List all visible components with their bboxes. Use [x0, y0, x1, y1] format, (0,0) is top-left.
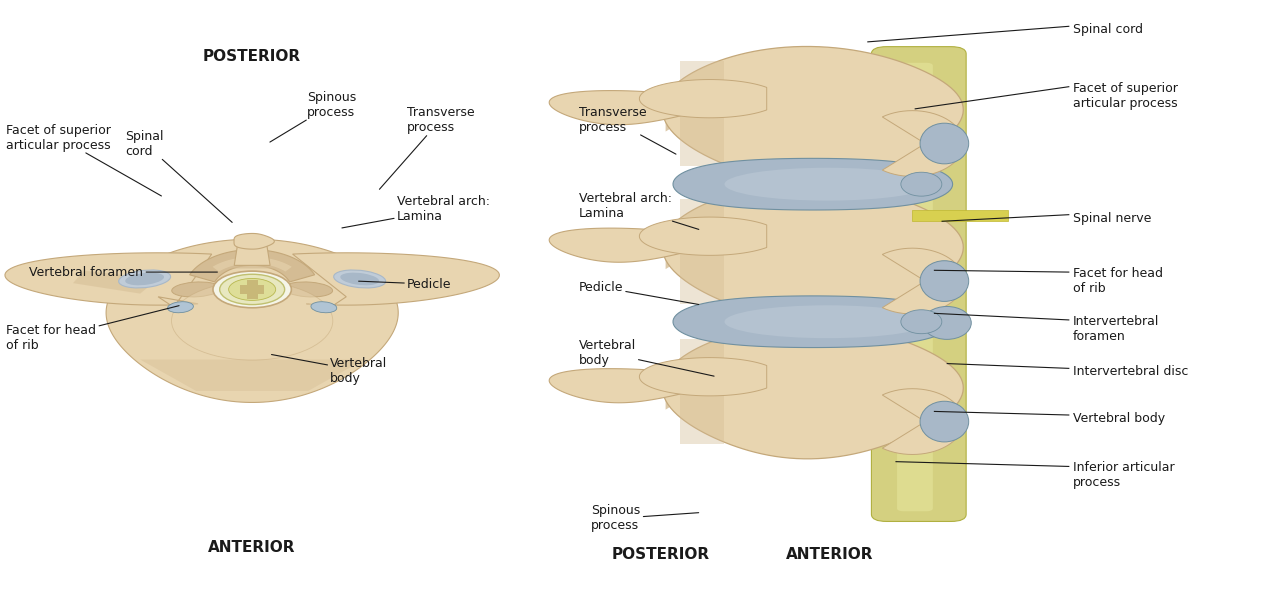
Text: Vertebral arch:
Lamina: Vertebral arch: Lamina [579, 193, 699, 230]
Polygon shape [141, 359, 364, 391]
Text: Transverse
process: Transverse process [579, 106, 676, 154]
Polygon shape [234, 245, 270, 266]
Ellipse shape [920, 261, 969, 301]
Ellipse shape [125, 273, 164, 285]
Polygon shape [234, 233, 274, 249]
Text: Intervertebral disc: Intervertebral disc [1073, 365, 1188, 379]
Polygon shape [549, 90, 709, 125]
Ellipse shape [334, 270, 385, 288]
Polygon shape [640, 80, 767, 118]
Polygon shape [5, 253, 211, 307]
Text: Vertebral arch:
Lamina: Vertebral arch: Lamina [342, 196, 490, 228]
Text: Pedicle: Pedicle [579, 280, 699, 304]
Polygon shape [662, 325, 964, 459]
Ellipse shape [340, 273, 379, 285]
Polygon shape [662, 184, 964, 318]
Text: POSTERIOR: POSTERIOR [204, 49, 301, 65]
Text: ANTERIOR: ANTERIOR [786, 547, 873, 563]
FancyBboxPatch shape [897, 63, 933, 511]
Polygon shape [673, 296, 952, 347]
Polygon shape [212, 257, 292, 271]
Text: POSTERIOR: POSTERIOR [612, 547, 709, 563]
Polygon shape [640, 358, 767, 396]
Circle shape [229, 279, 275, 300]
Text: ANTERIOR: ANTERIOR [209, 539, 296, 555]
Circle shape [212, 271, 292, 308]
Text: Facet for head
of rib: Facet for head of rib [1073, 267, 1162, 295]
Polygon shape [681, 199, 724, 304]
Polygon shape [549, 368, 709, 403]
Text: Inferior articular
process: Inferior articular process [1073, 462, 1174, 489]
Ellipse shape [119, 270, 170, 288]
Polygon shape [189, 250, 315, 282]
Text: Intervertebral
foramen: Intervertebral foramen [1073, 315, 1158, 343]
Ellipse shape [920, 401, 969, 442]
Ellipse shape [901, 310, 942, 334]
Text: Spinous
process: Spinous process [591, 505, 699, 532]
Polygon shape [293, 253, 499, 307]
FancyArrow shape [913, 210, 1009, 221]
Text: Spinal nerve: Spinal nerve [1073, 212, 1151, 225]
Text: Spinous
process: Spinous process [270, 91, 356, 142]
Polygon shape [882, 389, 964, 454]
Text: Vertebral
body: Vertebral body [271, 355, 388, 385]
Ellipse shape [923, 307, 972, 340]
Polygon shape [681, 339, 724, 444]
Text: Facet of superior
articular process: Facet of superior articular process [6, 124, 161, 196]
Polygon shape [666, 371, 681, 410]
Polygon shape [640, 217, 767, 255]
Polygon shape [673, 158, 952, 210]
Text: Vertebral body: Vertebral body [1073, 412, 1165, 425]
Ellipse shape [901, 172, 942, 196]
Polygon shape [882, 111, 964, 176]
Polygon shape [549, 228, 709, 263]
FancyBboxPatch shape [872, 47, 966, 521]
Text: Pedicle: Pedicle [358, 277, 452, 291]
Polygon shape [230, 260, 275, 269]
Circle shape [220, 274, 284, 304]
Polygon shape [666, 230, 681, 269]
Text: Spinal
cord: Spinal cord [125, 130, 232, 222]
Text: Spinal cord: Spinal cord [1073, 23, 1143, 36]
Polygon shape [882, 248, 964, 314]
Polygon shape [681, 61, 724, 166]
Ellipse shape [311, 302, 337, 313]
Polygon shape [662, 47, 964, 181]
Ellipse shape [284, 282, 333, 297]
Ellipse shape [172, 282, 220, 297]
Text: Vertebral
body: Vertebral body [579, 339, 714, 376]
Ellipse shape [920, 123, 969, 164]
Ellipse shape [724, 305, 931, 338]
Text: Vertebral foramen: Vertebral foramen [29, 266, 218, 279]
Polygon shape [106, 239, 398, 402]
Ellipse shape [724, 168, 931, 201]
Text: Transverse
process: Transverse process [379, 106, 475, 190]
Polygon shape [666, 93, 681, 132]
Ellipse shape [172, 282, 333, 360]
Polygon shape [73, 270, 159, 294]
Text: Facet of superior
articular process: Facet of superior articular process [1073, 82, 1178, 109]
Ellipse shape [168, 302, 193, 313]
Text: Facet for head
of rib: Facet for head of rib [6, 306, 179, 352]
Polygon shape [239, 280, 265, 299]
